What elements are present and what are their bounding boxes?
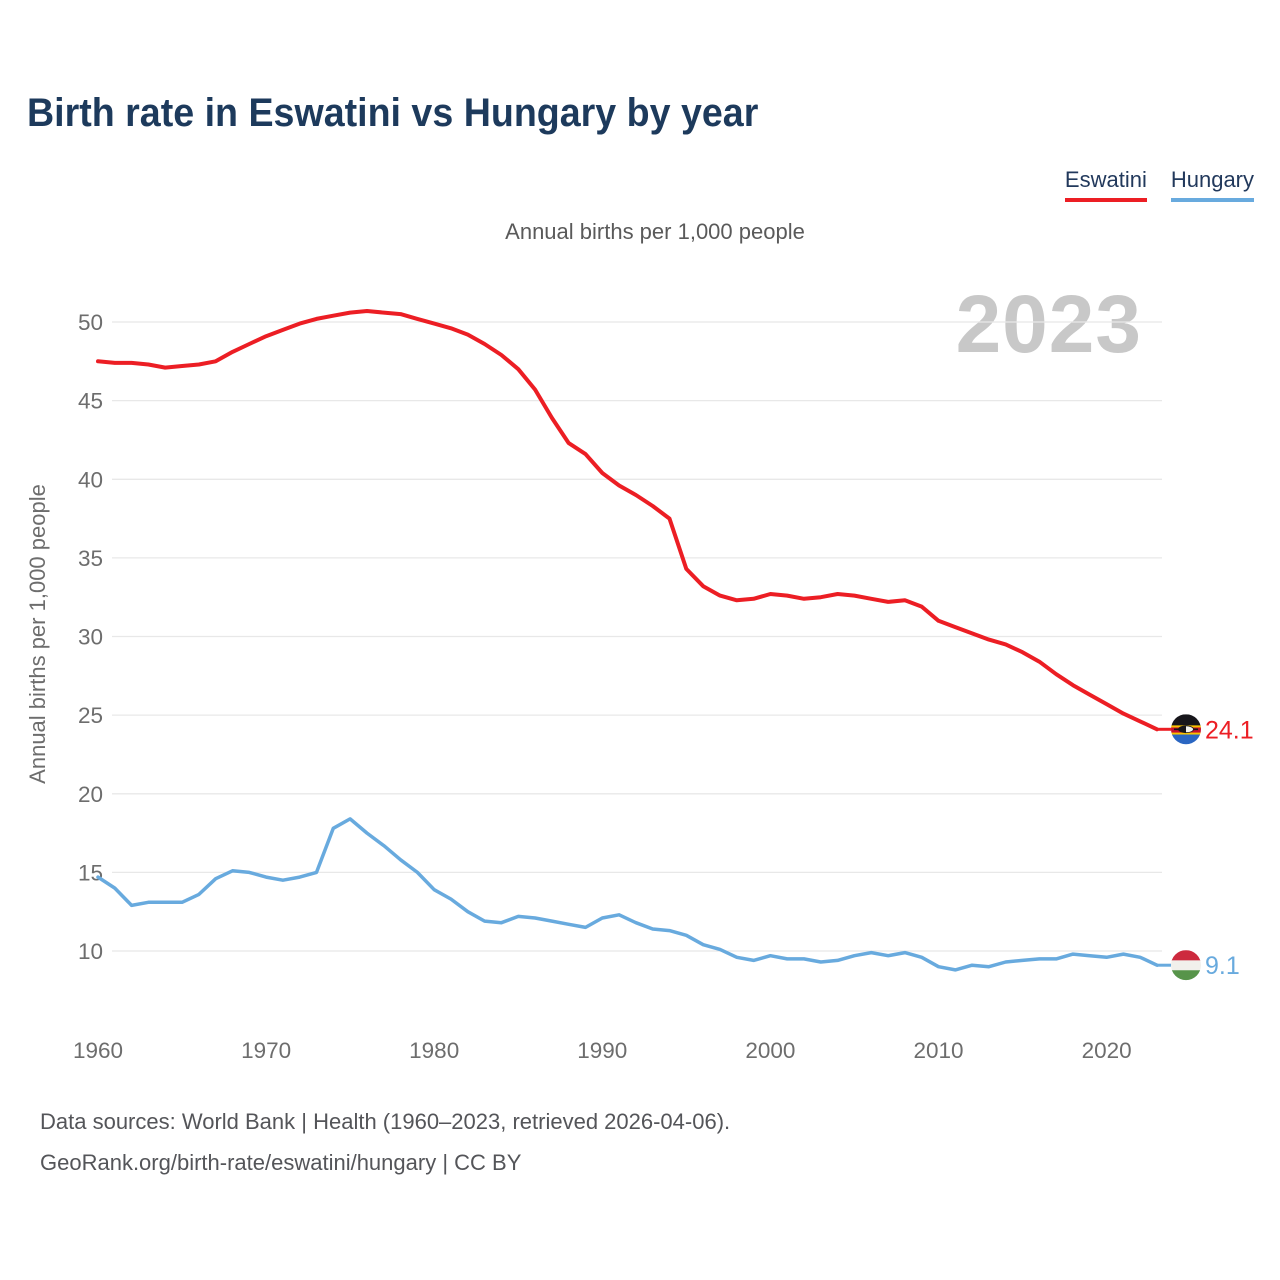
series-line-eswatini <box>96 309 1159 732</box>
y-axis-title: Annual births per 1,000 people <box>25 484 50 784</box>
series-line-hungary <box>96 817 1159 972</box>
x-tick-2020: 2020 <box>1082 1038 1132 1063</box>
end-value-eswatini: 24.1 <box>1205 716 1254 744</box>
x-tick-2010: 2010 <box>913 1038 963 1063</box>
y-tick-10: 10 <box>78 939 103 964</box>
x-tick-1960: 1960 <box>73 1038 123 1063</box>
legend-item-hungary[interactable]: Hungary <box>1170 167 1254 202</box>
footer: Data sources: World Bank | Health (1960–… <box>40 1101 730 1183</box>
attribution-line: GeoRank.org/birth-rate/eswatini/hungary … <box>40 1150 522 1175</box>
x-tick-1980: 1980 <box>409 1038 459 1063</box>
y-tick-45: 45 <box>78 389 103 414</box>
y-tick-25: 25 <box>78 703 103 728</box>
y-tick-35: 35 <box>78 546 103 571</box>
y-tick-30: 30 <box>78 625 103 650</box>
y-tick-20: 20 <box>78 782 103 807</box>
legend: Eswatini Hungary <box>1064 167 1254 202</box>
y-tick-15: 15 <box>78 860 103 885</box>
y-tick-50: 50 <box>78 310 103 335</box>
data-sources-line: Data sources: World Bank | Health (1960–… <box>40 1109 731 1134</box>
end-value-hungary: 9.1 <box>1205 952 1240 980</box>
chart-subtitle: Annual births per 1,000 people <box>505 219 805 244</box>
chart-title: Birth rate in Eswatini vs Hungary by yea… <box>27 91 759 135</box>
legend-item-eswatini[interactable]: Eswatini <box>1064 167 1147 202</box>
x-tick-1970: 1970 <box>241 1038 291 1063</box>
x-tick-2000: 2000 <box>745 1038 795 1063</box>
y-tick-40: 40 <box>78 467 103 492</box>
eswatini-flag-icon <box>1171 714 1201 745</box>
watermark-year: 2023 <box>955 279 1142 370</box>
x-tick-1990: 1990 <box>577 1038 627 1063</box>
hungary-flag-icon <box>1171 950 1201 981</box>
